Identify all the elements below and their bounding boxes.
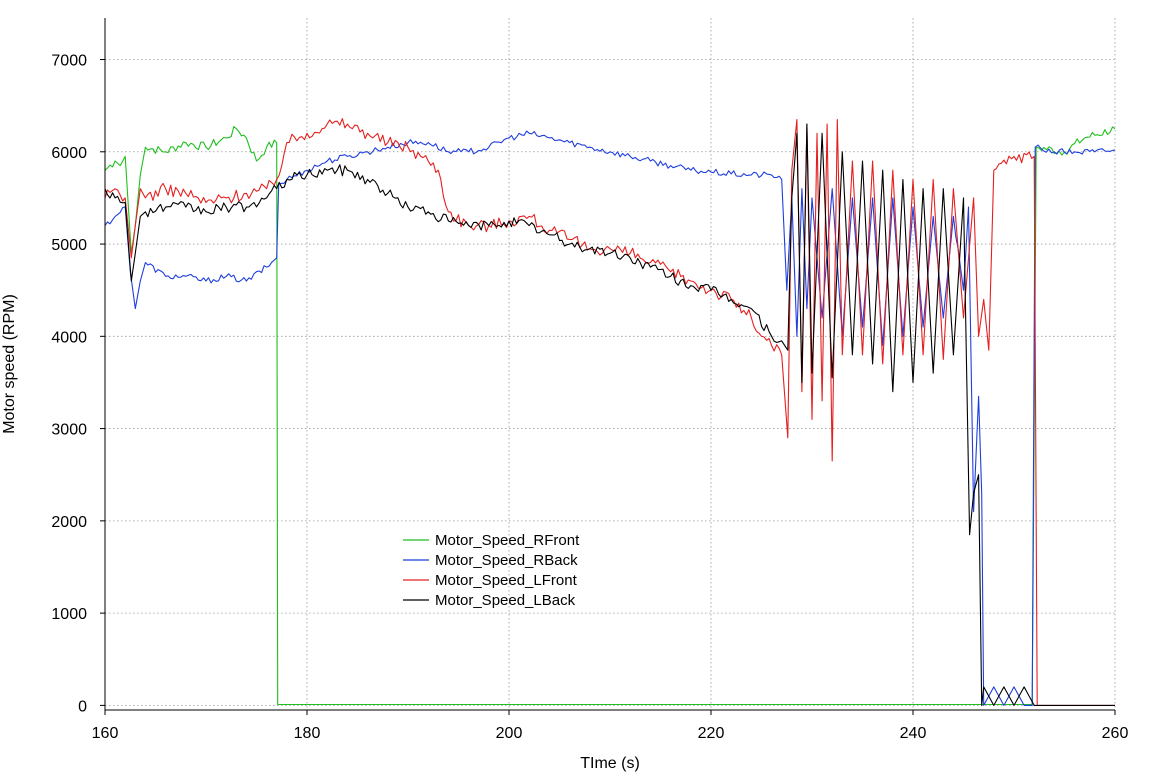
x-tick-label: 180 (294, 725, 321, 742)
axes: 160 180 200 220 240 260 0 1000 2000 3000 4000 5000 6… (51, 18, 1128, 742)
x-tick-label: 200 (496, 725, 523, 742)
x-tick-label: 160 (92, 725, 119, 742)
x-axis-title: TIme (s) (580, 755, 640, 772)
y-tick-label: 4000 (51, 329, 87, 346)
series-line-Motor_Speed_LFront (104, 118, 1115, 706)
y-tick-label: 2000 (51, 514, 87, 531)
series-line-Motor_Speed_LBack (104, 123, 1115, 706)
y-tick-label: 6000 (51, 145, 87, 162)
x-tick-label: 220 (698, 725, 725, 742)
y-tick-label: 3000 (51, 422, 87, 439)
legend-label-Motor_Speed_RFront: Motor_Speed_RFront (435, 532, 580, 549)
y-tick-label: 1000 (51, 606, 87, 623)
y-axis-title: Motor speed (RPM) (1, 294, 18, 434)
legend-label-Motor_Speed_LBack: Motor_Speed_LBack (435, 592, 576, 609)
legend-label-Motor_Speed_LFront: Motor_Speed_LFront (435, 572, 578, 589)
series-line-Motor_Speed_RBack (104, 130, 1116, 706)
y-tick-label: 5000 (51, 237, 87, 254)
legend: Motor_Speed_RFront Motor_Speed_RBack Motor… (403, 532, 580, 609)
y-tick-label: 7000 (51, 53, 87, 70)
grid (105, 18, 1116, 710)
x-tick-label: 260 (1102, 725, 1129, 742)
x-tick-label: 240 (900, 725, 927, 742)
legend-label-Motor_Speed_RBack: Motor_Speed_RBack (435, 552, 578, 569)
y-tick-label: 0 (78, 698, 87, 715)
series-line-Motor_Speed_RFront (104, 125, 1116, 706)
series-lines (104, 118, 1116, 706)
